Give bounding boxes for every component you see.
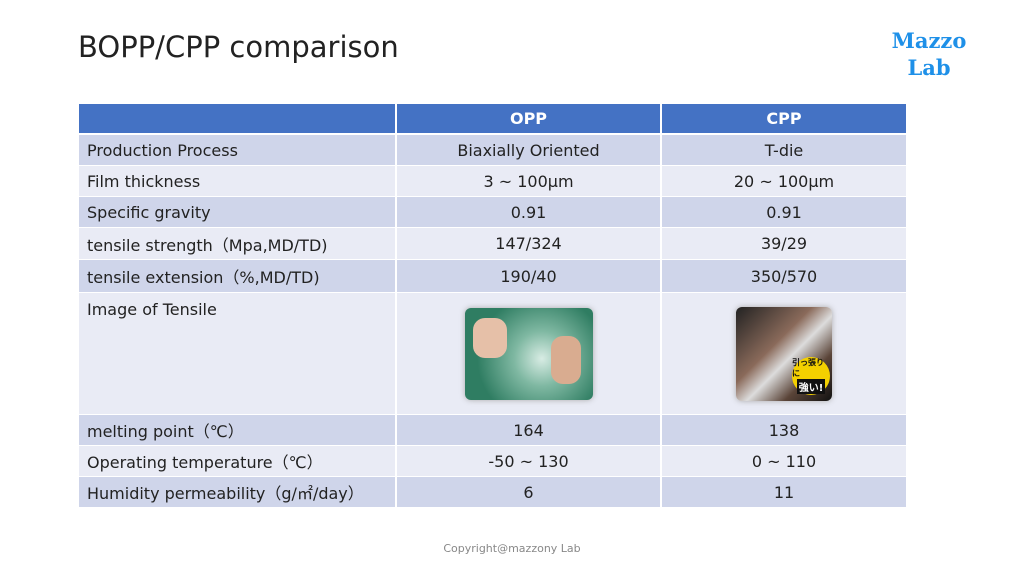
cell-value: 11 [662,477,906,507]
row-label: melting point（℃） [79,415,395,445]
cell-value: 20 ~ 100μm [662,166,906,196]
header-cell [79,104,395,133]
image-cell [397,293,660,414]
header-cell: OPP [397,104,660,133]
row-label: tensile extension（%,MD/TD) [79,260,395,292]
cell-value: Biaxially Oriented [397,135,660,165]
badge-text: 強い! [796,379,826,394]
row-label: tensile strength（Mpa,MD/TD) [79,228,395,259]
footer: Copyright@mazzony Lab [443,542,581,555]
slide-title: BOPP/CPP comparison [78,30,399,64]
cell-value: 147/324 [397,228,660,259]
image-cell: 引っ張りに 強い! [662,293,906,414]
cell-value: 138 [662,415,906,445]
row-label: Operating temperature（℃） [79,446,395,476]
cell-value: 164 [397,415,660,445]
cell-value: 3 ~ 100μm [397,166,660,196]
cell-value: 0 ~ 110 [662,446,906,476]
cpp-photo: 引っ張りに 強い! [736,306,832,401]
header-cell: CPP [662,104,906,133]
cell-value: 190/40 [397,260,660,292]
cell-value: 0.91 [397,197,660,227]
row-label: Production Process [79,135,395,165]
cell-value: 39/29 [662,228,906,259]
cell-value: 350/570 [662,260,906,292]
badge-text: 引っ張りに [792,358,824,378]
opp-photo [464,307,593,400]
logo-line: Lab [907,55,951,80]
logo-line: Mazzo [891,28,967,53]
cell-value: 6 [397,477,660,507]
row-label: Film thickness [79,166,395,196]
row-label: Image of Tensile [79,293,395,414]
row-label: Specific gravity [79,197,395,227]
row-label: Humidity permeability（g/㎡/day） [79,477,395,507]
cell-value: -50 ~ 130 [397,446,660,476]
cell-value: 0.91 [662,197,906,227]
cell-value: T-die [662,135,906,165]
badge: 引っ張りに 強い! [792,356,830,395]
